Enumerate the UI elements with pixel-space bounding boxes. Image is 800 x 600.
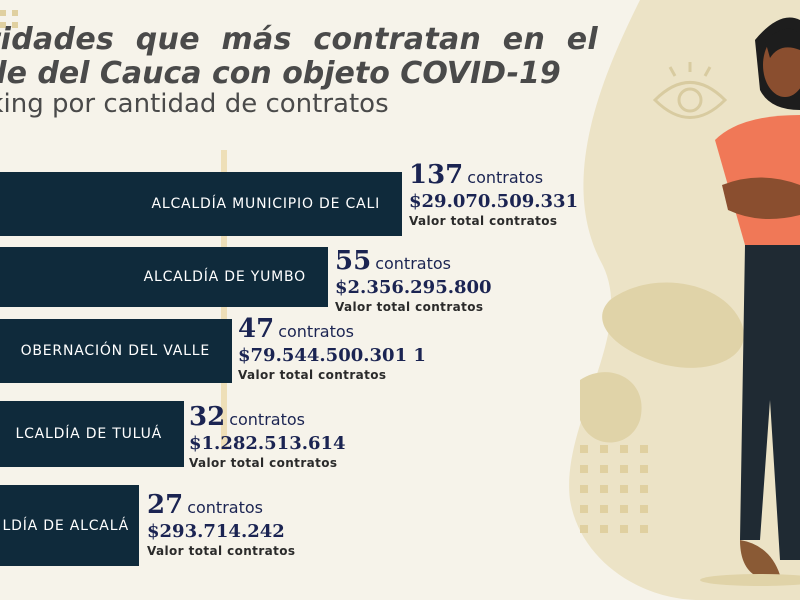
amount-label: Valor total contratos: [189, 456, 338, 470]
bar-info-cali: 137 contratos $29.070.509.331 Valor total…: [409, 160, 578, 228]
bar-info-yumbo: 55 contratos $2.356.295.800 Valor total c…: [335, 246, 492, 314]
count-value: 47: [238, 314, 275, 344]
page-subtitle: nking por cantidad de contratos: [0, 89, 389, 119]
amount-label: Valor total contratos: [147, 544, 296, 558]
bar-alcaldia-yumbo: ALCALDÍA DE YUMBO: [0, 247, 328, 307]
bar-label: OBERNACIÓN DEL VALLE: [20, 343, 210, 359]
amount-label: Valor total contratos: [409, 214, 558, 228]
bar-alcaldia-alcala: LDÍA DE ALCALÁ: [0, 485, 139, 566]
bar-info-alcala: 27 contratos $293.714.242 Valor total con…: [147, 490, 295, 558]
bar-info-gobernacion: 47 contratos $79.544.500.301 1 Valor tota…: [238, 314, 426, 382]
bar-label: LCALDÍA DE TULUÁ: [15, 426, 162, 442]
amount-value: $79.544.500.301 1: [238, 345, 426, 366]
amount-value: $2.356.295.800: [335, 277, 492, 298]
bar-gobernacion-valle: OBERNACIÓN DEL VALLE: [0, 319, 232, 383]
bar-alcaldia-tulua: LCALDÍA DE TULUÁ: [0, 401, 184, 467]
count-unit: contratos: [229, 410, 305, 429]
background-blob-inner: [580, 372, 642, 443]
count-value: 55: [335, 246, 372, 276]
woman-illustration: [700, 17, 800, 586]
amount-label: Valor total contratos: [238, 368, 387, 382]
bar-label: ALCALDÍA MUNICIPIO DE CALI: [151, 196, 380, 212]
bar-info-tulua: 32 contratos $1.282.513.614 Valor total c…: [189, 402, 346, 470]
count-value: 32: [189, 402, 226, 432]
count-unit: contratos: [278, 322, 354, 341]
bar-label: LDÍA DE ALCALÁ: [2, 517, 129, 534]
background-blob-inner: [602, 282, 744, 368]
count-unit: contratos: [375, 254, 451, 273]
count-unit: contratos: [187, 498, 263, 517]
eye-icon: [652, 62, 728, 119]
bar-alcaldia-cali: ALCALDÍA MUNICIPIO DE CALI: [0, 172, 402, 236]
dot-grid-decoration: [0, 10, 648, 533]
bar-label: ALCALDÍA DE YUMBO: [143, 269, 306, 285]
amount-label: Valor total contratos: [335, 300, 484, 314]
page-title: tidades que más contratan en el: [0, 22, 598, 57]
count-value: 137: [409, 160, 464, 190]
amount-value: $29.070.509.331: [409, 191, 579, 212]
page-title-line2: lle del Cauca con objeto COVID-19: [0, 56, 561, 91]
amount-value: $1.282.513.614: [189, 433, 346, 454]
count-value: 27: [147, 490, 184, 520]
amount-value: $293.714.242: [147, 521, 285, 542]
count-unit: contratos: [467, 168, 544, 187]
